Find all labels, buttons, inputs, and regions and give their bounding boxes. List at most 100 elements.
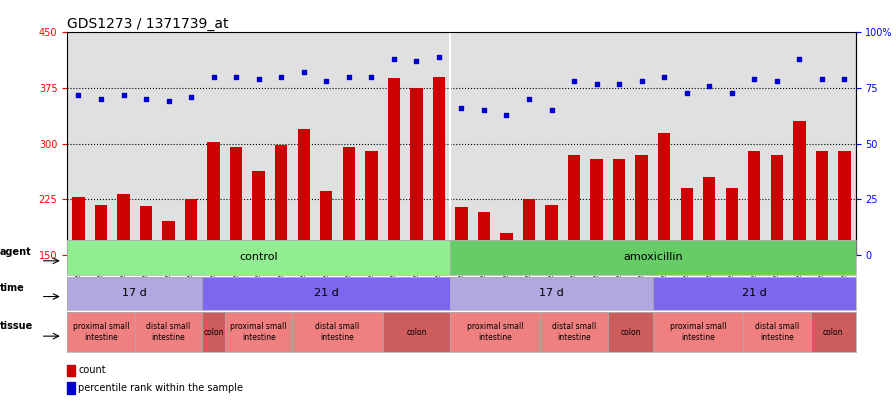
Bar [658, 132, 670, 255]
Bar [162, 221, 175, 255]
Point [341, 74, 356, 80]
Bar [320, 190, 332, 255]
Bar [140, 206, 152, 255]
Bar [793, 122, 806, 255]
Point [477, 107, 491, 113]
Point [94, 96, 108, 102]
Bar [450, 277, 653, 310]
Bar [590, 159, 603, 255]
Text: amoxicillin: amoxicillin [623, 252, 683, 262]
Text: colon: colon [406, 328, 426, 337]
Point [837, 76, 851, 82]
Bar [67, 277, 202, 310]
Bar [410, 88, 423, 255]
Point [612, 80, 626, 87]
Text: proximal small
intestine: proximal small intestine [669, 322, 727, 342]
Text: count: count [79, 365, 106, 375]
Bar [568, 155, 581, 255]
Bar [726, 188, 738, 255]
Point [679, 89, 694, 96]
Point [545, 107, 559, 113]
Bar [230, 147, 242, 255]
Point [814, 76, 829, 82]
Bar [839, 151, 850, 255]
Bar [292, 312, 383, 352]
Point [590, 80, 604, 87]
Bar [202, 277, 450, 310]
Bar [811, 312, 856, 352]
Point [657, 74, 671, 80]
Bar [450, 240, 856, 275]
Text: proximal small
intestine: proximal small intestine [73, 322, 129, 342]
Point [252, 76, 266, 82]
Bar [546, 205, 557, 255]
Text: colon: colon [203, 328, 224, 337]
Bar [455, 207, 468, 255]
Point [184, 94, 198, 100]
Point [634, 78, 649, 85]
Point [274, 74, 289, 80]
Point [725, 89, 739, 96]
Text: colon: colon [823, 328, 843, 337]
Bar [540, 312, 607, 352]
Text: 17 d: 17 d [123, 288, 147, 298]
Bar [815, 151, 828, 255]
Point [387, 56, 401, 62]
Bar [478, 212, 490, 255]
Bar [134, 312, 202, 352]
Bar [366, 151, 377, 255]
Bar [653, 277, 856, 310]
Bar [73, 197, 84, 255]
Bar [342, 147, 355, 255]
Point [364, 74, 378, 80]
Point [432, 53, 446, 60]
Text: tissue: tissue [0, 321, 33, 331]
Bar [703, 177, 715, 255]
Bar [743, 312, 811, 352]
Bar [635, 155, 648, 255]
Text: 17 d: 17 d [539, 288, 564, 298]
Bar [388, 79, 400, 255]
Text: colon: colon [620, 328, 641, 337]
Bar [500, 233, 513, 255]
Bar [225, 312, 292, 352]
Text: distal small
intestine: distal small intestine [146, 322, 191, 342]
Bar [297, 129, 310, 255]
Bar [607, 312, 653, 352]
Text: GDS1273 / 1371739_at: GDS1273 / 1371739_at [67, 17, 228, 31]
Bar [523, 199, 535, 255]
Point [521, 96, 536, 102]
Bar [117, 194, 130, 255]
Point [702, 83, 717, 89]
Point [792, 56, 806, 62]
Bar [275, 145, 288, 255]
Point [747, 76, 762, 82]
Text: agent: agent [0, 247, 31, 257]
Text: proximal small
intestine: proximal small intestine [467, 322, 523, 342]
Point [454, 105, 469, 111]
Text: time: time [0, 283, 25, 293]
Bar [67, 382, 75, 394]
Text: control: control [239, 252, 278, 262]
Text: distal small
intestine: distal small intestine [315, 322, 359, 342]
Bar [67, 240, 450, 275]
Text: distal small
intestine: distal small intestine [754, 322, 799, 342]
Text: 21 d: 21 d [314, 288, 339, 298]
Bar [185, 199, 197, 255]
Point [161, 98, 176, 104]
Bar [613, 159, 625, 255]
Bar [208, 142, 220, 255]
Bar [433, 77, 445, 255]
Point [229, 74, 244, 80]
Bar [67, 364, 75, 376]
Bar [681, 188, 693, 255]
Text: proximal small
intestine: proximal small intestine [230, 322, 287, 342]
Bar [748, 151, 761, 255]
Point [206, 74, 220, 80]
Bar [202, 312, 225, 352]
Point [319, 78, 333, 85]
Bar [450, 312, 540, 352]
Point [409, 58, 424, 64]
Bar [253, 171, 265, 255]
Point [72, 92, 86, 98]
